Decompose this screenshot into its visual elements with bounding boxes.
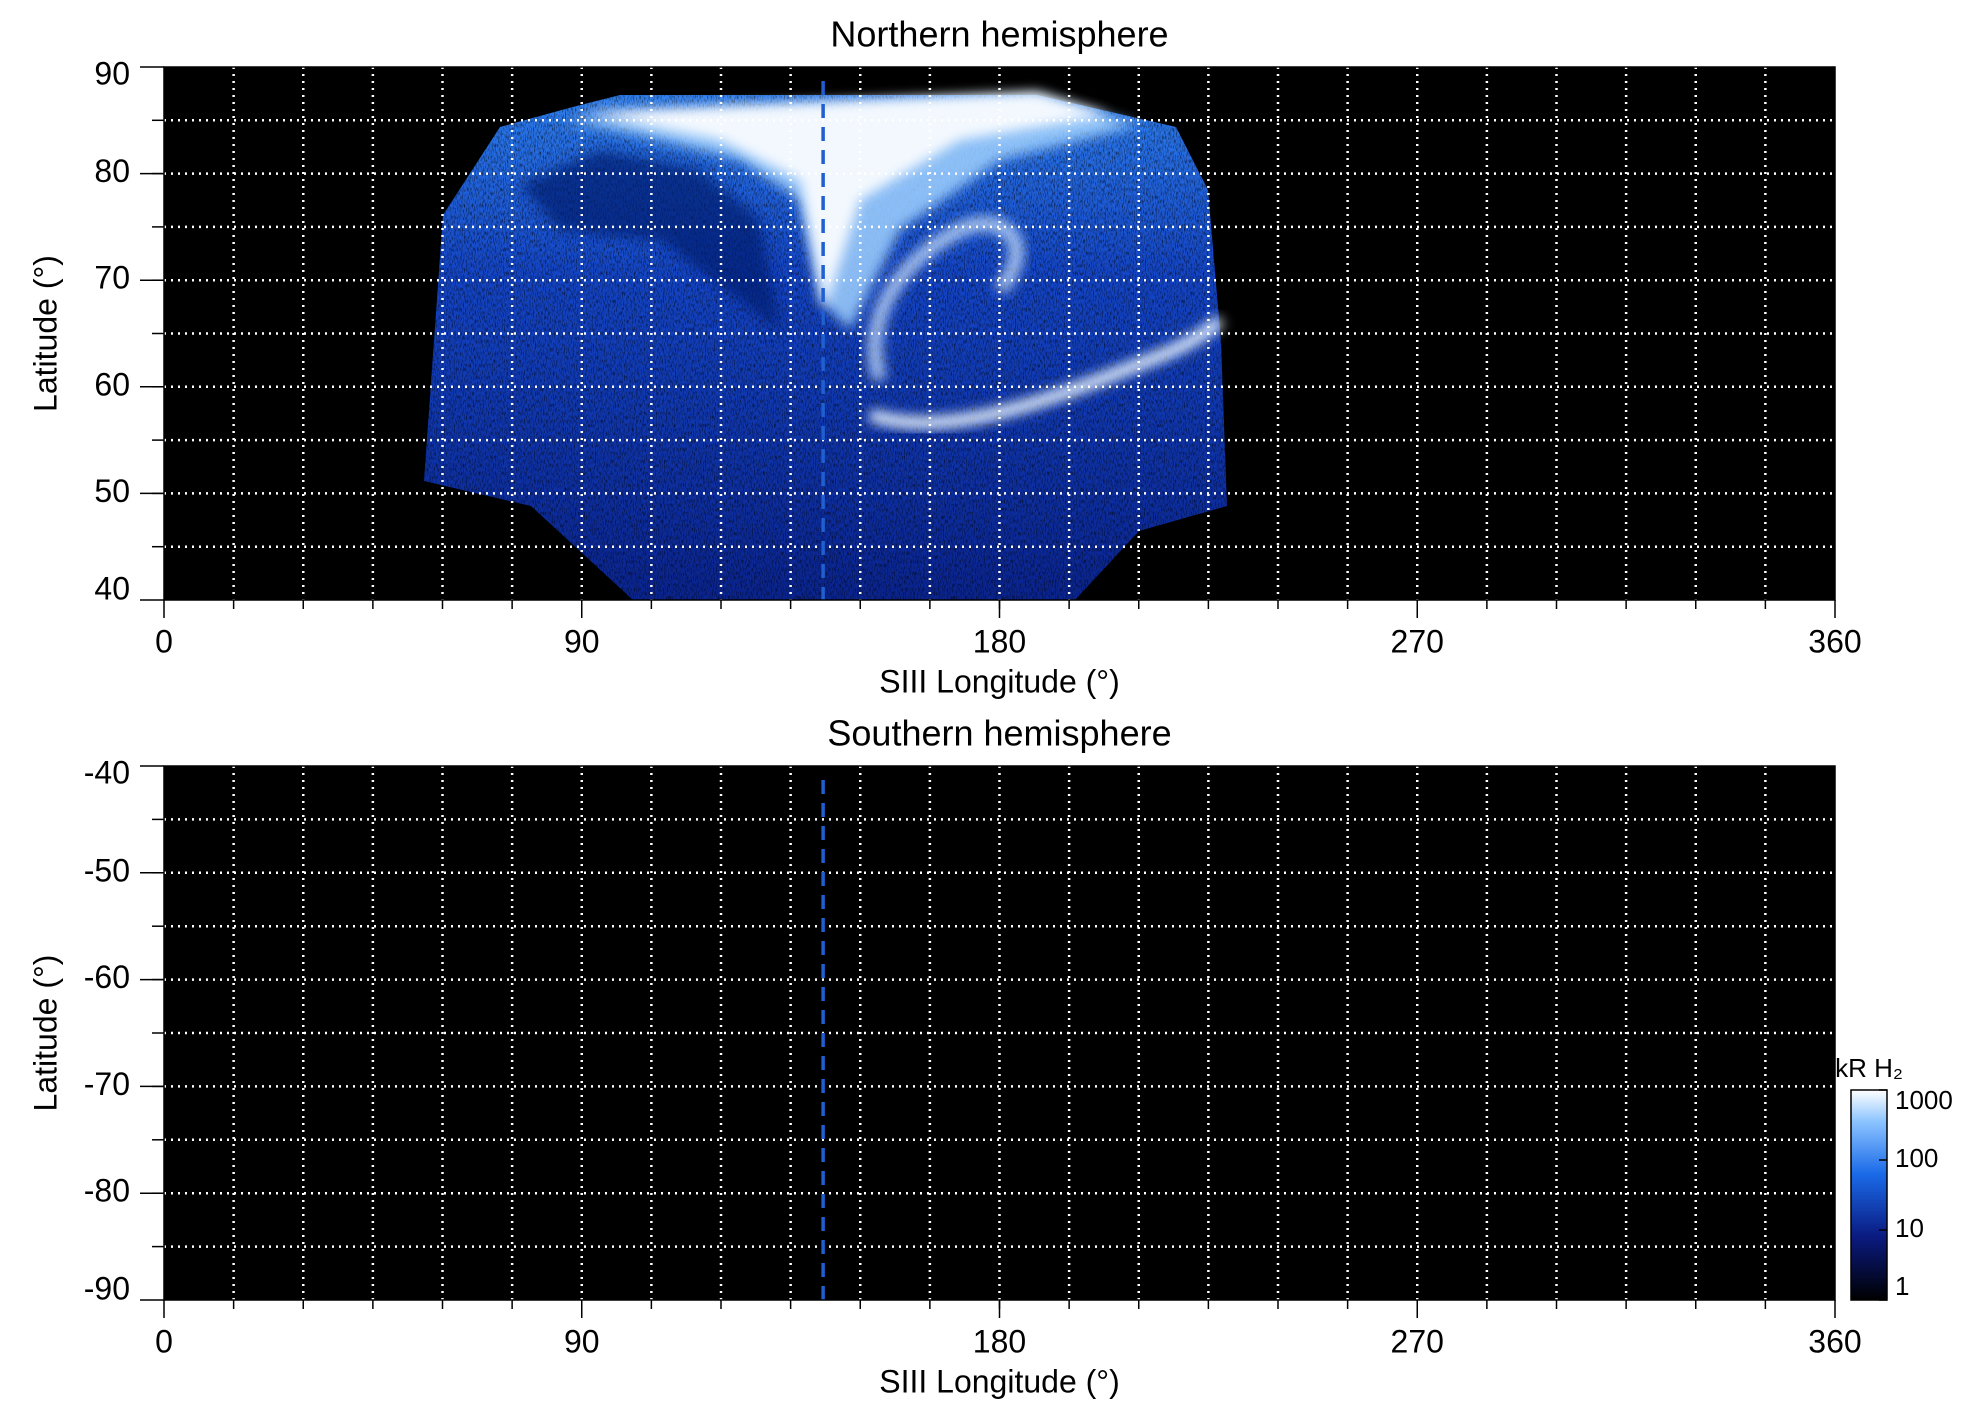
- colorbar-tick-label: 100: [1895, 1143, 1938, 1173]
- chart-title: Southern hemisphere: [827, 713, 1171, 754]
- y-tick-label: -80: [84, 1173, 130, 1209]
- y-tick-label: 60: [94, 366, 130, 402]
- colorbar-tick-label: 1000: [1895, 1085, 1953, 1115]
- y-tick-label: -50: [84, 852, 130, 888]
- y-tick-label: 50: [94, 473, 130, 509]
- y-tick-label: -60: [84, 959, 130, 995]
- y-tick-label: 40: [94, 570, 130, 606]
- x-tick-label: 0: [155, 1323, 173, 1359]
- chart-title: Northern hemisphere: [830, 14, 1168, 55]
- x-tick-label: 90: [564, 1323, 600, 1359]
- y-tick-label: 80: [94, 153, 130, 189]
- aurora-dark-patch: [520, 150, 780, 330]
- x-tick-label: 270: [1391, 623, 1444, 659]
- x-tick-label: 360: [1808, 623, 1861, 659]
- y-tick-label: -40: [84, 754, 130, 790]
- x-tick-label: 360: [1808, 1323, 1861, 1359]
- y-tick-label: 70: [94, 260, 130, 296]
- y-axis-label: Latitude (°): [27, 955, 63, 1112]
- y-tick-label: -90: [84, 1270, 130, 1306]
- x-tick-label: 270: [1391, 1323, 1444, 1359]
- y-tick-label: 90: [94, 55, 130, 91]
- y-tick-label: -70: [84, 1066, 130, 1102]
- aurora-core: [580, 92, 1110, 310]
- aurora-image: [424, 92, 1227, 600]
- x-tick-label: 180: [973, 623, 1026, 659]
- colorbar-label: kR H₂: [1835, 1053, 1903, 1083]
- y-axis-label: Latitude (°): [27, 255, 63, 412]
- aurora-arc: [867, 216, 1024, 383]
- colorbar-tick-label: 1: [1895, 1271, 1909, 1301]
- aurora-arc: [868, 315, 1225, 429]
- x-axis-label: SIII Longitude (°): [879, 663, 1119, 699]
- x-axis-label: SIII Longitude (°): [879, 1363, 1119, 1399]
- x-tick-label: 180: [973, 1323, 1026, 1359]
- x-tick-label: 0: [155, 623, 173, 659]
- colorbar-tick-label: 10: [1895, 1213, 1924, 1243]
- x-tick-label: 90: [564, 623, 600, 659]
- colorbar: [1850, 1089, 1888, 1301]
